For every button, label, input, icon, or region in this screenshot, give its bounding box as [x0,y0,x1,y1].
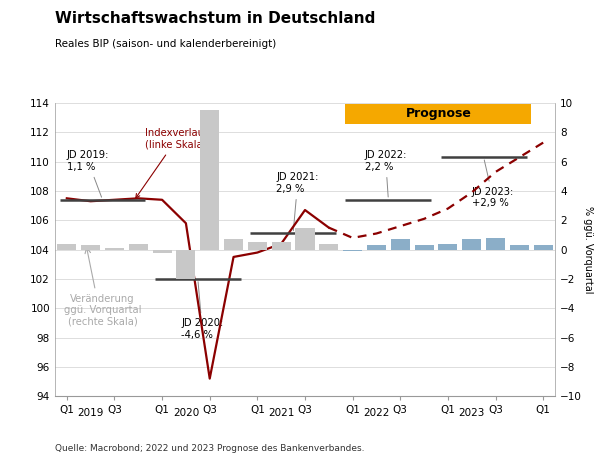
Bar [57,244,76,250]
Text: 2019: 2019 [77,408,104,418]
Bar [439,244,458,250]
Text: Veränderung
ggü. Vorquartal
(rechte Skala): Veränderung ggü. Vorquartal (rechte Skal… [64,294,142,327]
Bar [200,110,219,250]
Text: 2023: 2023 [459,408,485,418]
Bar [295,228,315,250]
Text: Indexverlauf
(linke Skala): Indexverlauf (linke Skala) [136,128,208,198]
Text: 2022: 2022 [364,408,390,418]
Text: JD 2021:
2,9 %: JD 2021: 2,9 % [276,172,319,231]
Text: 2020: 2020 [173,408,199,418]
Bar [105,248,124,250]
Bar [345,104,531,124]
Bar [367,245,386,250]
Bar [152,250,171,252]
Bar [343,250,362,251]
Bar [248,242,267,250]
Text: JD 2020:
-4,6 %: JD 2020: -4,6 % [181,282,223,340]
Bar [534,245,553,250]
Text: Quelle: Macrobond; 2022 und 2023 Prognose des Bankenverbandes.: Quelle: Macrobond; 2022 und 2023 Prognos… [55,443,364,453]
Y-axis label: % ggü. Vorquartal: % ggü. Vorquartal [583,206,593,294]
Text: 2021: 2021 [268,408,295,418]
Bar [81,245,100,250]
Text: JD 2019:
1,1 %: JD 2019: 1,1 % [67,150,109,197]
Bar [510,245,529,250]
Bar [462,240,481,250]
Bar [271,242,291,250]
Bar [415,245,434,250]
Text: Wirtschaftswachstum in Deutschland: Wirtschaftswachstum in Deutschland [55,11,375,27]
Text: Prognose: Prognose [406,107,472,120]
Text: Reales BIP (saison- und kalenderbereinigt): Reales BIP (saison- und kalenderbereinig… [55,39,276,49]
Bar [224,240,243,250]
Bar [319,244,339,250]
Bar [486,238,505,250]
Text: JD 2023:
+2,9 %: JD 2023: +2,9 % [472,160,514,208]
Text: JD 2022:
2,2 %: JD 2022: 2,2 % [365,150,407,197]
Bar [129,244,148,250]
Bar [176,250,195,279]
Bar [391,240,410,250]
